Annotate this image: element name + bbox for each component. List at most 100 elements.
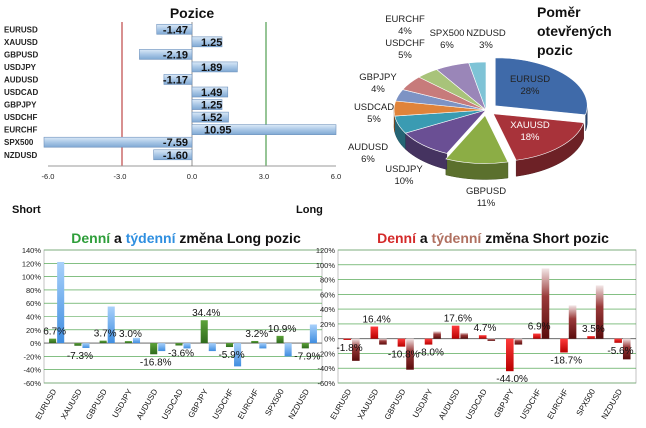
change-bar (487, 338, 496, 341)
pie-slice-name: GBPJPY (359, 72, 397, 83)
change-bar (568, 305, 577, 339)
change-bar (124, 341, 132, 344)
data-value-label: -5.6% (607, 346, 633, 357)
data-value-label: -10.8% (388, 350, 420, 361)
change-bar (158, 343, 166, 352)
y-tick-label: 100% (22, 273, 42, 282)
data-value-label: -8.0% (418, 348, 444, 359)
x-category-label: XAUUSD (356, 387, 381, 421)
position-category-label: GBPUSD (4, 50, 38, 59)
change-bar (208, 343, 216, 352)
position-category-label: EURCHF (4, 126, 37, 135)
position-value-label: -1.60 (163, 150, 188, 162)
change-bar (370, 326, 379, 339)
y-tick-label: -60% (317, 379, 335, 388)
data-value-label: 34.4% (192, 308, 220, 319)
x-tick-label: 3.0 (259, 172, 269, 181)
position-value-label: -1.47 (163, 24, 188, 36)
data-value-label: 6.9% (528, 322, 551, 333)
data-value-label: 3.5% (582, 324, 605, 335)
change-bar (150, 343, 158, 355)
y-tick-label: -20% (317, 349, 335, 358)
change-bar (132, 337, 141, 344)
position-value-label: 1.25 (201, 100, 222, 112)
x-category-label: AUDUSD (437, 387, 462, 421)
position-bar (163, 74, 193, 85)
position-value-label: -2.19 (163, 49, 188, 61)
pie-slice (494, 57, 588, 116)
pie-slice-percent: 4% (398, 26, 412, 37)
change-bar (460, 332, 468, 339)
data-value-label: 3.7% (94, 329, 117, 340)
position-value-label: -1.17 (163, 74, 188, 86)
position-bar (191, 86, 229, 98)
position-category-label: XAUUSD (4, 38, 38, 47)
pie-slice-name: SPX500 (430, 28, 465, 39)
title-part: a (110, 230, 126, 246)
data-value-label: -1.8% (336, 343, 362, 354)
change-bar (259, 343, 267, 349)
pie-slice-percent: 5% (398, 50, 412, 61)
data-value-label: -7.9% (294, 351, 320, 362)
x-category-label: USDCHF (518, 387, 543, 420)
long-change-chart: Denní a týdenní změna Long pozic -60% -40… (22, 230, 323, 421)
position-value-label: 1.89 (201, 62, 222, 74)
x-category-label: USDCHF (211, 387, 236, 420)
y-tick-label: -60% (23, 379, 41, 388)
x-category-label: XAUUSD (59, 387, 84, 421)
short-label: Short (12, 204, 41, 216)
position-bar (43, 136, 193, 148)
position-bar (191, 36, 223, 48)
change-bar (433, 331, 441, 339)
long-change-title: Denní a týdenní změna Long pozic (71, 230, 301, 246)
data-value-label: 3.0% (119, 329, 142, 340)
change-bar (406, 338, 414, 370)
change-bar (478, 335, 487, 339)
y-tick-label: 0% (324, 335, 335, 344)
change-bar (49, 338, 57, 344)
x-category-label: USDCAD (464, 387, 489, 421)
data-value-label: -7.3% (67, 351, 93, 362)
plot-area (337, 249, 637, 384)
x-tick-label: -6.0 (42, 172, 55, 181)
pie-title-line-3: pozic (537, 42, 573, 58)
y-tick-label: 140% (22, 246, 42, 255)
x-tick-label: -3.0 (114, 172, 127, 181)
position-value-label: 1.49 (201, 87, 222, 99)
change-bar (309, 324, 317, 344)
short-change-chart: Denní a týdenní změna Short pozic -60% -4… (316, 230, 637, 421)
change-bar (451, 325, 460, 339)
pie-slice-name: AUDUSD (348, 142, 388, 153)
x-category-label: USDJPY (111, 387, 135, 419)
title-part: Denní (71, 230, 111, 246)
y-tick-label: 60% (26, 299, 41, 308)
data-value-label: -18.7% (550, 355, 582, 366)
data-value-label: -3.6% (168, 348, 194, 359)
x-category-label: GBPJPY (186, 387, 210, 419)
position-value-label: 10.95 (204, 125, 232, 137)
pie-slice-percent: 10% (394, 176, 414, 187)
change-bar (424, 338, 433, 345)
x-category-label: USDJPY (411, 387, 435, 419)
position-bar (153, 149, 193, 161)
pie-slice-percent: 4% (371, 84, 385, 95)
data-value-label: 16.4% (362, 315, 390, 326)
pie-slice-percent: 28% (520, 86, 540, 97)
change-bar (284, 343, 292, 357)
title-part: změna Short pozic (481, 230, 609, 246)
position-bar (156, 23, 193, 35)
data-value-label: 17.6% (444, 314, 472, 325)
positions-chart: Pozice Short Long -6.0 -3.0 0.0 3.0 6.0 EURUS… (4, 5, 341, 216)
x-category-label: NZDUSD (600, 387, 625, 421)
pie-slice-name: NZDUSD (466, 28, 506, 39)
change-bar (183, 343, 191, 349)
x-category-label: EURCHF (236, 387, 261, 420)
x-category-label: USDCAD (160, 387, 185, 421)
y-tick-label: 80% (26, 286, 41, 295)
x-tick-label: 6.0 (331, 172, 341, 181)
position-category-label: NZDUSD (4, 151, 38, 160)
pie-slice (468, 61, 487, 111)
x-category-label: EURUSD (34, 387, 59, 421)
